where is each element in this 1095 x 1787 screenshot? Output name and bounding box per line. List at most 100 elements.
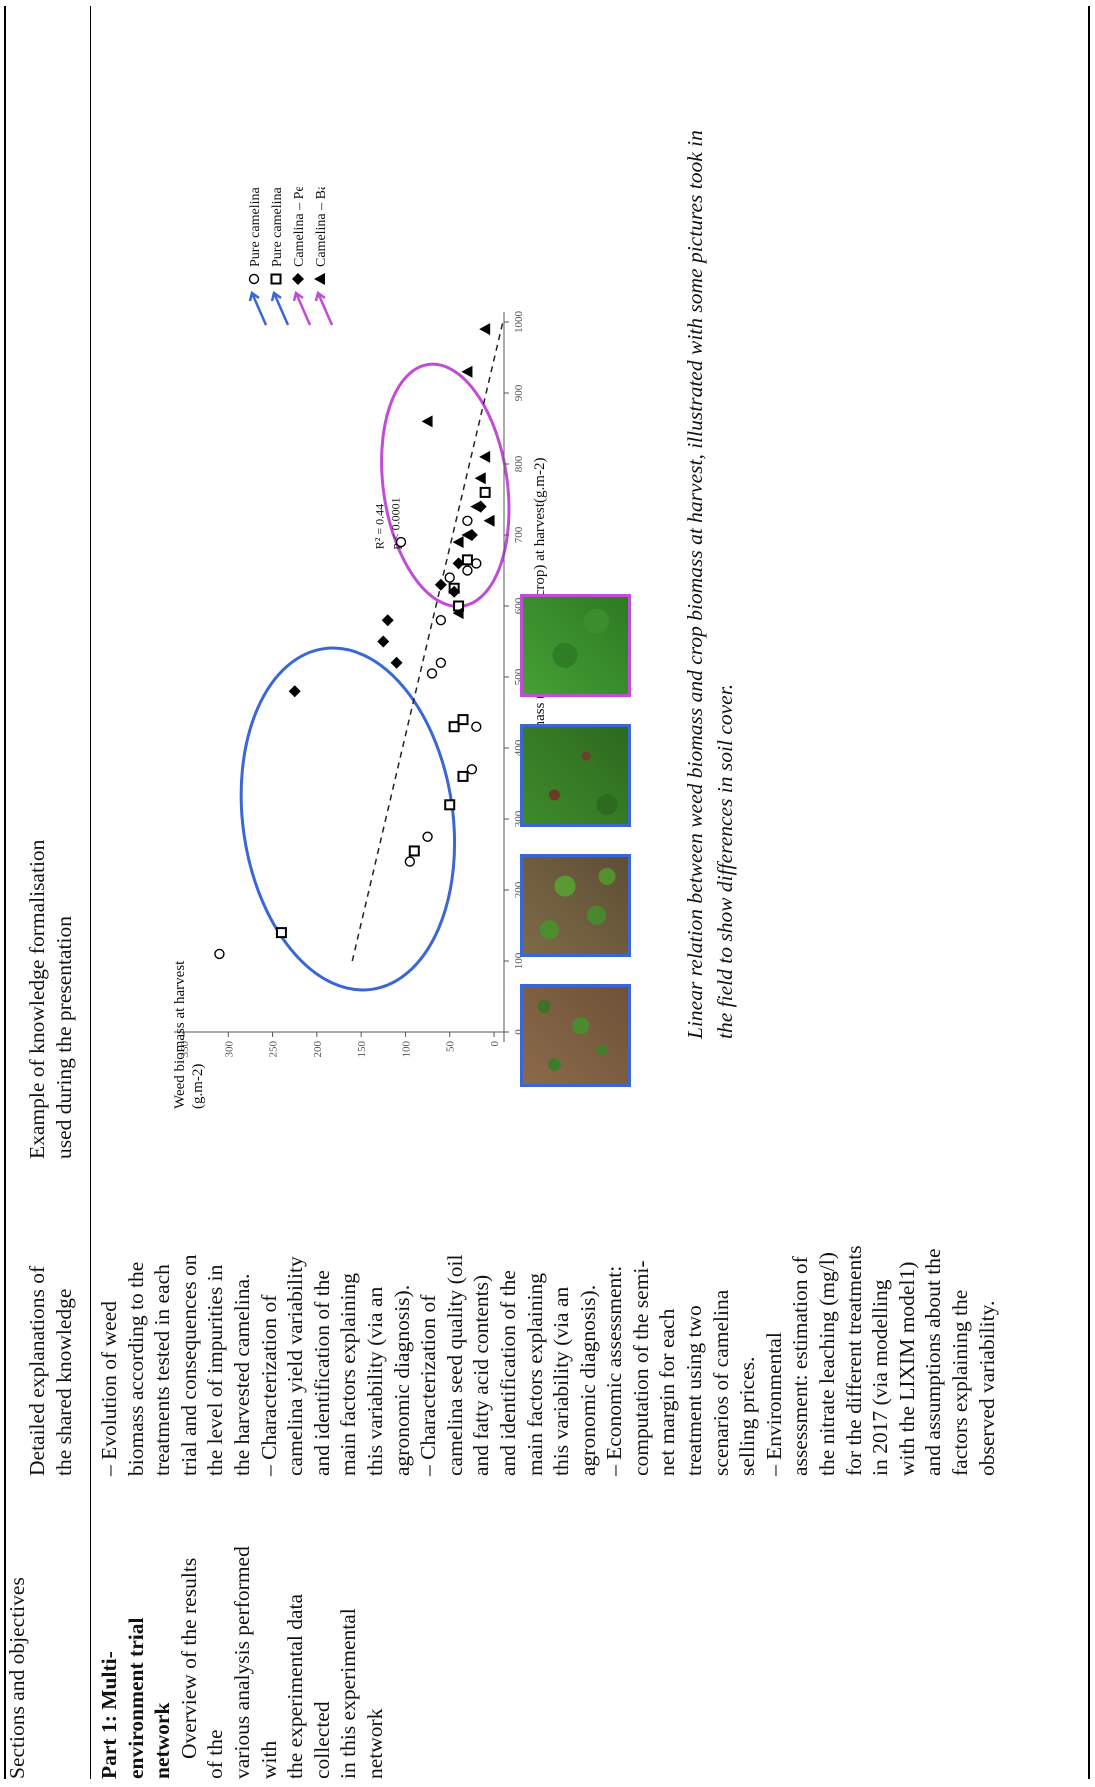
data-point: [457, 770, 469, 782]
explanation-line: in 2017 (via modelling: [868, 1279, 893, 1476]
section-desc-line: of the: [203, 1729, 228, 1779]
field-photo-2: [520, 854, 631, 957]
legend-label: Pure camelina (Double density): [270, 187, 285, 267]
data-point: [452, 607, 464, 620]
section-cell: Part 1: Multi- environment trial network…: [96, 1546, 389, 1779]
section-desc-line: the experimental data: [283, 1593, 308, 1779]
y-tick-label: 150: [356, 1041, 368, 1058]
data-point: [462, 515, 473, 526]
data-point: [471, 721, 482, 732]
legend-label: Camelina – Pea intercrop: [292, 187, 307, 267]
explanation-line: – Economic assessment:: [602, 1265, 627, 1476]
explanations-cell: – Evolution of weed biomass according to…: [96, 1245, 1000, 1476]
low-biomass-group-ellipse: [239, 646, 457, 992]
header-explanations: Detailed explanations of the shared know…: [25, 1265, 76, 1476]
y-tick-label: 50: [445, 1041, 457, 1053]
data-point: [288, 685, 301, 698]
explanation-line: assessment: estimation of: [788, 1256, 813, 1476]
data-point: [479, 486, 491, 498]
explanation-line: treatment using two: [682, 1305, 707, 1476]
header-example: Example of knowledge formalisation used …: [25, 839, 76, 1159]
explanation-line: and identification of the: [309, 1270, 334, 1476]
data-point: [483, 514, 495, 527]
explanation-line: main factors explaining: [336, 1273, 361, 1476]
legend-label: Pure camelina (Single density): [248, 187, 263, 267]
field-photo-3: [520, 724, 631, 827]
explanation-line: – Characterization of: [256, 1294, 281, 1476]
explanation-line: this variability (via an: [362, 1286, 387, 1476]
y-axis-label: Weed biomass at harvest: [172, 960, 188, 1109]
section-desc-line: in this experimental: [336, 1608, 361, 1779]
y-tick-label: 0: [489, 1041, 501, 1047]
legend-arrow-head: [292, 290, 304, 302]
data-point: [435, 657, 447, 668]
section-desc-line: collected: [309, 1701, 334, 1779]
explanation-line: with the LIXIM model1): [894, 1261, 919, 1476]
data-point: [452, 536, 464, 549]
explanation-line: computation of the semi-: [628, 1260, 653, 1476]
legend-arrow-head: [270, 290, 282, 302]
explanation-line: factors explaining the: [948, 1289, 972, 1476]
explanation-line: net margin for each: [655, 1308, 680, 1476]
header-rule: [90, 6, 91, 1779]
data-point: [452, 557, 465, 570]
data-point: [275, 927, 287, 939]
legend-marker: [314, 273, 325, 285]
data-point: [408, 845, 420, 857]
data-point: [421, 415, 433, 428]
section-title-line: environment trial: [123, 1617, 148, 1779]
section-desc-line: various analysis performed: [229, 1546, 254, 1779]
legend-arrow: [272, 292, 290, 326]
explanation-line: – Characterization of: [416, 1294, 441, 1476]
explanation-line: treatments tested in each: [150, 1264, 175, 1476]
explanation-line: and identification of the: [495, 1270, 520, 1476]
section-title-line: network: [150, 1702, 175, 1779]
data-point: [434, 578, 447, 591]
data-point: [381, 614, 394, 627]
explanation-line: trial and consequences on: [176, 1254, 201, 1477]
top-rule: [4, 6, 6, 1779]
field-photo-4: [520, 594, 631, 697]
data-point: [474, 472, 486, 485]
section-desc-line: network: [362, 1708, 387, 1779]
explanation-line: observed variability.: [974, 1300, 999, 1476]
legend-marker: [248, 273, 260, 285]
explanation-line: camelina yield variability: [283, 1256, 308, 1476]
weed-biomass-chart: 0501001502002503003500100200300400500600…: [172, 187, 548, 1109]
legend-arrow-head: [248, 290, 260, 302]
data-point: [426, 668, 438, 679]
figure-caption: Linear relation between weed biomass and…: [683, 130, 737, 1039]
data-point: [470, 500, 482, 513]
x-tick-label: 700: [513, 526, 525, 543]
data-point: [457, 714, 469, 726]
data-point: [377, 635, 390, 648]
y-tick-label: 300: [223, 1041, 235, 1058]
explanation-line: main factors explaining: [522, 1273, 547, 1476]
data-point: [466, 764, 478, 775]
explanation-line: the nitrate leaching (mg/l): [815, 1252, 840, 1476]
explanation-line: – Environmental: [761, 1332, 786, 1476]
y-axis-unit: (g.m-2): [190, 1064, 206, 1109]
bottom-rule: [1088, 6, 1090, 1779]
data-point: [471, 558, 482, 569]
explanation-line: selling prices.: [735, 1356, 760, 1476]
data-point: [404, 856, 416, 867]
trend-line: [351, 321, 504, 962]
x-tick-label: 1000: [513, 311, 525, 334]
explanation-line: and fatty acid contents): [469, 1274, 494, 1476]
explanation-line: for the different treatments: [841, 1245, 866, 1476]
explanation-line: camelina seed quality (oil: [442, 1254, 467, 1477]
explanation-line: biomass according to the: [123, 1261, 148, 1476]
section-desc-line: Overview of the results: [176, 1557, 201, 1759]
data-point: [461, 529, 473, 541]
data-point: [435, 615, 447, 626]
p-value-label: p < 0.0001: [388, 497, 402, 549]
r-squared-label: R² = 0.44: [372, 504, 386, 549]
header-sections: Sections and objectives: [5, 1577, 29, 1779]
legend-arrow-head: [314, 290, 326, 302]
legend-arrow: [294, 292, 312, 326]
legend-marker: [292, 273, 304, 285]
explanation-line: this variability (via an: [549, 1286, 574, 1476]
data-point: [461, 554, 473, 566]
data-point: [390, 656, 403, 669]
